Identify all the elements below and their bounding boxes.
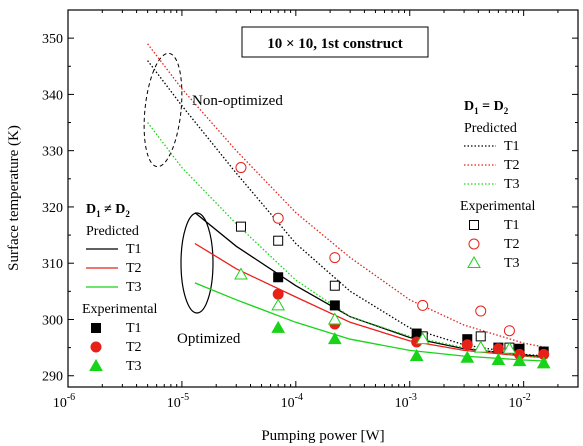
non-optimized-legend-pred-label-t1: T1	[504, 139, 520, 154]
legend-right: D1 = D2 Predicted T1 T2 T3 Experimental T1 T2 T3	[460, 99, 536, 271]
optimized-t3-point	[536, 356, 551, 369]
non-optimized-legend-experimental: Experimental	[460, 199, 536, 214]
non-optimized-t1-point	[329, 280, 340, 291]
x-tick-exponent: -2	[522, 392, 530, 403]
optimized-legend-header-rel: ≠ D	[101, 202, 126, 217]
non-optimized-legend-marker-t3	[467, 255, 481, 268]
optimized-legend-marker-t2	[90, 341, 102, 353]
optimized-t1-point	[273, 272, 284, 283]
non-optimized-t1-point	[475, 331, 486, 342]
optimized-legend-pred-label-t2: T2	[126, 261, 142, 276]
non-optimized-ellipse	[143, 52, 183, 168]
x-tick-exponent: -6	[67, 392, 75, 403]
non-optimized-t1-point	[235, 221, 246, 232]
optimized-t3-point	[409, 349, 424, 362]
optimized-legend-header-sub2: 2	[125, 209, 130, 219]
y-tick-label: 310	[42, 257, 63, 272]
non-optimized-t3-point	[234, 267, 248, 280]
optimized-t2-point	[492, 343, 504, 355]
non-optimized-legend-predicted: Predicted	[464, 121, 517, 136]
y-tick-label: 350	[42, 32, 63, 47]
non-optimized-t1-point	[273, 235, 284, 246]
optimized-legend-experimental: Experimental	[82, 302, 158, 317]
optimized-t3-point	[327, 332, 342, 345]
optimized-legend-exp-label-t2: T2	[126, 340, 142, 355]
optimized-legend-header-sub: 1	[96, 209, 101, 219]
non-optimized-t3-point	[415, 332, 430, 345]
x-tick-label: 10-5	[167, 392, 189, 411]
optimized-t2-point	[272, 288, 284, 300]
non-optimized-predicted-t2-line	[147, 43, 548, 349]
non-optimized-predicted-t3-line	[147, 122, 547, 359]
x-tick-label: 10-3	[395, 392, 417, 411]
optimized-legend-pred-label-t3: T3	[126, 280, 142, 295]
y-tick-label: 320	[42, 201, 63, 216]
non-optimized-legend-header-sub: 1	[474, 106, 479, 116]
optimized-ellipse	[180, 212, 214, 314]
experimental-markers	[234, 162, 551, 369]
optimized-predicted-t3-line	[194, 282, 547, 362]
optimized-legend-marker-t3	[89, 358, 103, 371]
chart-title: 10 × 10, 1st construct	[267, 36, 403, 52]
non-optimized-legend-exp-label-t2: T2	[504, 237, 520, 252]
optimized-legend-header: D1 ≠ D2	[86, 202, 130, 219]
non-optimized-t3-point	[473, 340, 488, 353]
optimized-legend-exp-label-t1: T1	[126, 321, 142, 336]
optimized-t2-point	[461, 339, 473, 351]
optimized-legend-marker-t1	[91, 323, 101, 333]
annotation-ellipses	[143, 52, 214, 314]
non-optimized-t2-point	[329, 252, 341, 264]
annotation-non-optimized: Non-optimized	[192, 93, 283, 109]
optimized-legend-exp-label-t3: T3	[126, 359, 142, 374]
non-optimized-legend-exp-label-t3: T3	[504, 256, 520, 271]
predicted-curves	[147, 43, 548, 362]
annotation-optimized: Optimized	[177, 331, 241, 347]
x-tick-exponent: -5	[181, 392, 189, 403]
y-axis-label: Surface temperature (K)	[6, 125, 22, 271]
x-axis-label: Pumping power [W]	[261, 428, 384, 444]
non-optimized-t2-point	[503, 325, 515, 337]
optimized-t3-point	[491, 352, 506, 365]
non-optimized-t2-point	[475, 305, 487, 317]
x-tick-label: 10-2	[508, 392, 530, 411]
non-optimized-t2-point	[272, 212, 284, 224]
title-box-frame	[241, 26, 429, 58]
non-optimized-t2-point	[235, 162, 247, 174]
non-optimized-legend-header-sub2: 2	[504, 106, 509, 116]
y-tick-label: 300	[42, 313, 63, 328]
x-tick-exponent: -3	[409, 392, 417, 403]
optimized-t3-point	[460, 350, 475, 363]
non-optimized-legend-pred-label-t2: T2	[504, 158, 520, 173]
non-optimized-t3-point	[327, 312, 342, 325]
optimized-predicted-t1-line	[194, 212, 547, 358]
y-tick-label: 330	[42, 145, 63, 160]
chart-title-box: 10 × 10, 1st construct	[241, 26, 429, 58]
optimized-predicted-t2-line	[194, 242, 547, 359]
optimized-t3-point	[271, 320, 286, 333]
non-optimized-t2-point	[417, 299, 429, 311]
optimized-legend-pred-label-t1: T1	[126, 242, 142, 257]
legend-left: D1 ≠ D2 Predicted T1 T2 T3 Experimental T1 T2 T3	[82, 202, 158, 374]
non-optimized-legend-header-rel: = D	[479, 99, 504, 114]
non-optimized-legend-exp-label-t1: T1	[504, 218, 520, 233]
non-optimized-legend-header: D1 = D2	[464, 99, 509, 116]
optimized-legend-predicted: Predicted	[86, 224, 139, 239]
non-optimized-t3-point	[271, 298, 286, 311]
non-optimized-t3-point	[502, 341, 517, 354]
non-optimized-legend-marker-t1	[469, 220, 479, 230]
x-tick-label: 10-6	[53, 392, 75, 411]
y-tick-label: 290	[42, 370, 63, 385]
y-tick-label: 340	[42, 88, 63, 103]
non-optimized-legend-marker-t2	[468, 238, 480, 250]
non-optimized-legend-pred-label-t3: T3	[504, 177, 520, 192]
x-tick-label: 10-4	[281, 392, 303, 411]
plot-frame	[67, 9, 579, 388]
optimized-t1-point	[329, 300, 340, 311]
x-tick-exponent: -4	[295, 392, 303, 403]
optimized-t3-point	[512, 354, 527, 367]
